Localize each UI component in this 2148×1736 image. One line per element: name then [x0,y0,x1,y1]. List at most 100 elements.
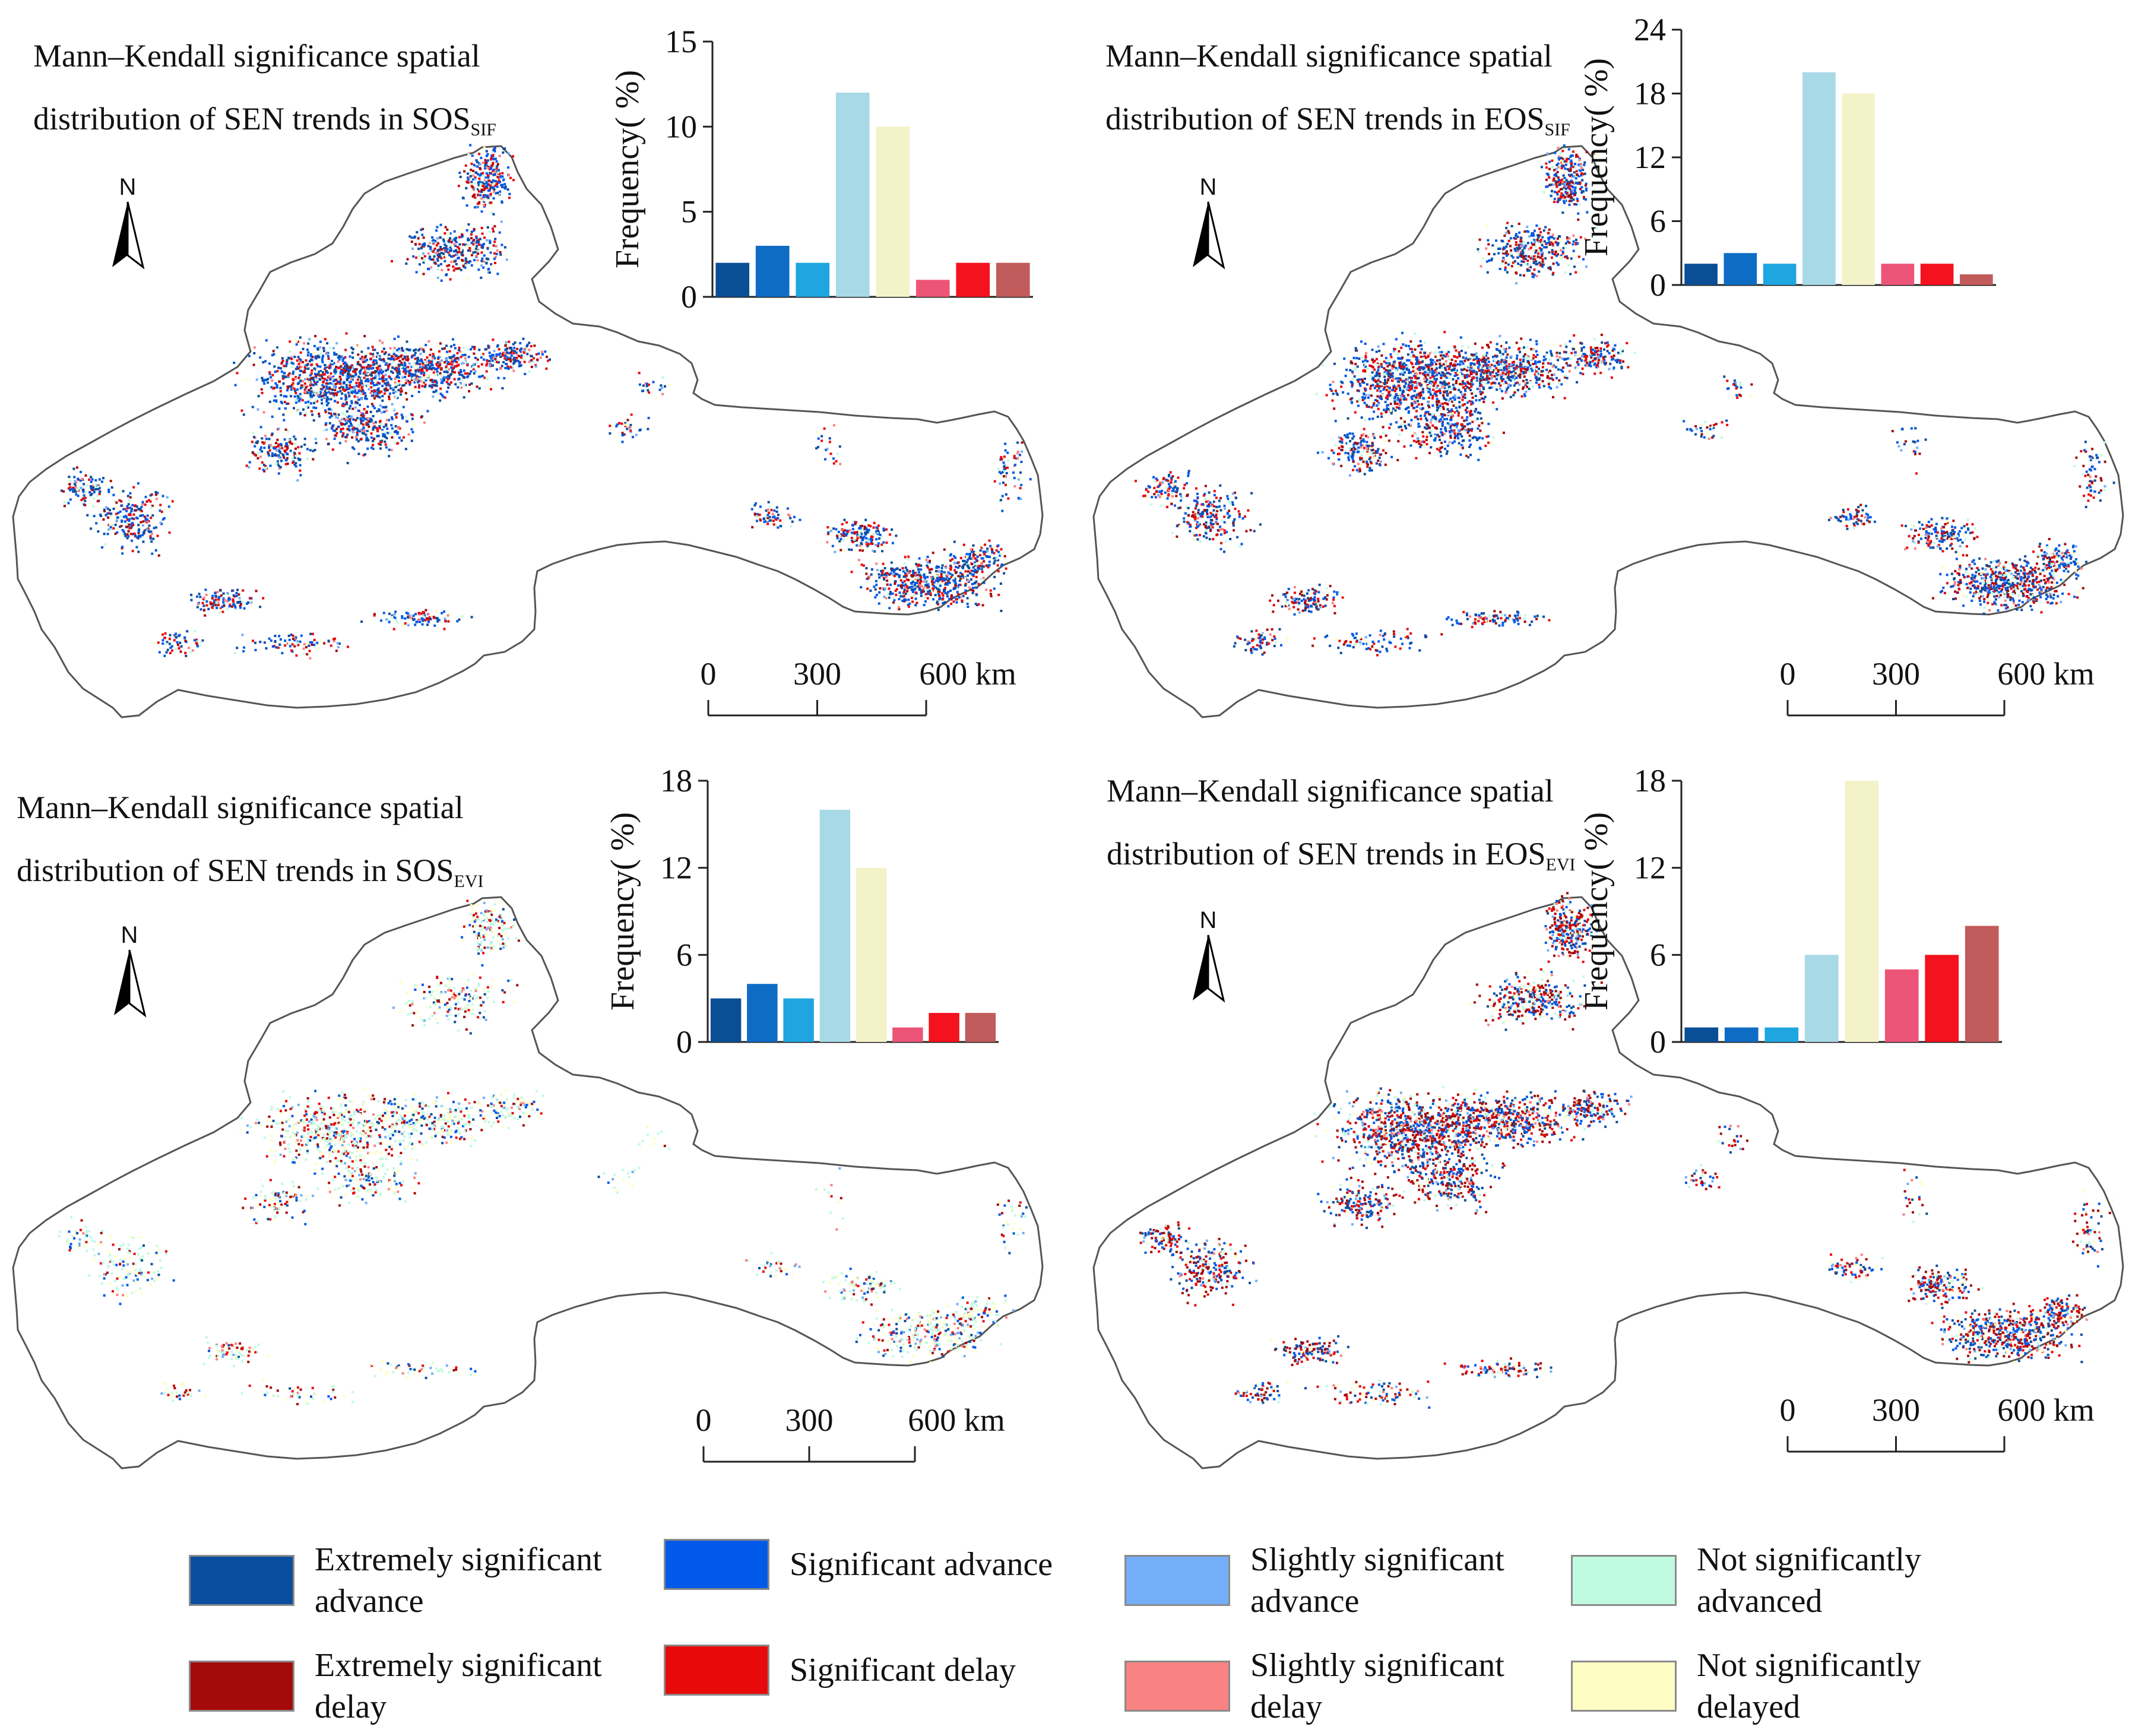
trend-pixel [928,568,931,571]
trend-pixel [993,480,996,483]
trend-pixel [470,242,473,245]
trend-pixel [388,455,391,458]
trend-pixel [1557,200,1560,203]
trend-pixel [1434,371,1437,374]
trend-pixel [381,376,384,379]
trend-pixel [513,360,516,363]
trend-pixel [135,509,138,512]
trend-pixel [537,352,540,355]
trend-pixel [1532,249,1535,252]
trend-pixel [386,432,389,435]
trend-pixel [465,261,468,263]
trend-pixel [449,246,452,248]
trend-pixel [494,170,497,173]
trend-pixel [161,633,164,636]
trend-pixel [379,404,382,407]
trend-pixel [1012,471,1015,474]
trend-pixel [1520,254,1523,257]
trend-pixel [1002,481,1005,484]
trend-pixel [1493,253,1496,256]
trend-pixel [460,253,463,256]
trend-pixel [456,253,458,256]
trend-pixel [254,641,256,644]
trend-pixel [847,530,850,533]
trend-pixel [526,353,529,356]
trend-pixel [421,617,424,620]
trend-pixel [439,263,442,265]
trend-pixel [1517,223,1520,225]
trend-pixel [119,514,122,517]
trend-pixel [483,204,485,207]
trend-pixel [841,522,844,525]
trend-pixel [926,584,929,587]
trend-pixel [422,252,424,255]
trend-pixel [69,486,72,489]
trend-pixel [496,163,499,166]
trend-pixel [438,365,441,368]
trend-pixel [296,340,299,343]
trend-pixel [433,255,436,258]
trend-pixel [243,607,246,610]
trend-pixel [376,365,379,368]
trend-pixel [376,381,379,384]
trend-pixel [474,176,477,179]
trend-pixel [318,356,321,359]
trend-pixel [872,533,875,536]
trend-pixel [1555,185,1558,188]
trend-pixel [393,337,396,340]
trend-pixel [405,398,408,401]
trend-pixel [84,499,87,502]
trend-pixel [373,376,376,379]
trend-pixel [129,492,132,495]
trend-pixel [838,534,841,537]
trend-pixel [961,575,964,578]
trend-pixel [190,598,193,601]
trend-pixel [324,366,327,369]
trend-pixel [471,346,474,349]
trend-pixel [385,384,388,387]
trend-pixel [137,531,140,534]
trend-pixel [404,356,407,359]
trend-pixel [982,550,985,553]
trend-pixel [346,461,349,464]
trend-pixel [845,534,847,537]
trend-pixel [414,349,417,351]
trend-pixel [346,385,348,388]
trend-pixel [937,609,940,612]
trend-pixel [859,525,862,528]
trend-pixel [333,392,336,395]
trend-pixel [973,582,976,585]
trend-pixel [313,394,315,397]
trend-pixel [1356,400,1359,403]
trend-pixel [345,363,348,366]
trend-pixel [481,185,484,188]
trend-pixel [319,639,322,642]
trend-pixel [1412,366,1415,369]
trend-pixel [372,405,375,407]
trend-pixel [401,358,404,361]
trend-pixel [544,350,547,353]
trend-pixel [370,357,373,360]
trend-pixel [411,247,414,250]
trend-pixel [346,366,349,369]
trend-pixel [1542,229,1545,232]
trend-pixel [965,553,968,556]
trend-pixel [365,423,368,426]
trend-pixel [285,452,288,455]
trend-pixel [1576,242,1579,245]
trend-pixel [1523,230,1526,233]
trend-pixel [321,384,324,387]
trend-pixel [413,362,416,365]
trend-pixel [313,344,316,347]
trend-pixel [259,356,262,359]
trend-pixel [454,267,457,270]
trend-pixel [256,440,259,443]
trend-pixel [344,398,347,401]
trend-pixel [1552,183,1555,186]
trend-pixel [458,243,461,246]
trend-pixel [867,524,870,527]
trend-pixel [1002,461,1005,464]
trend-pixel [415,271,418,274]
trend-pixel [443,628,446,631]
trend-pixel [1579,188,1582,191]
